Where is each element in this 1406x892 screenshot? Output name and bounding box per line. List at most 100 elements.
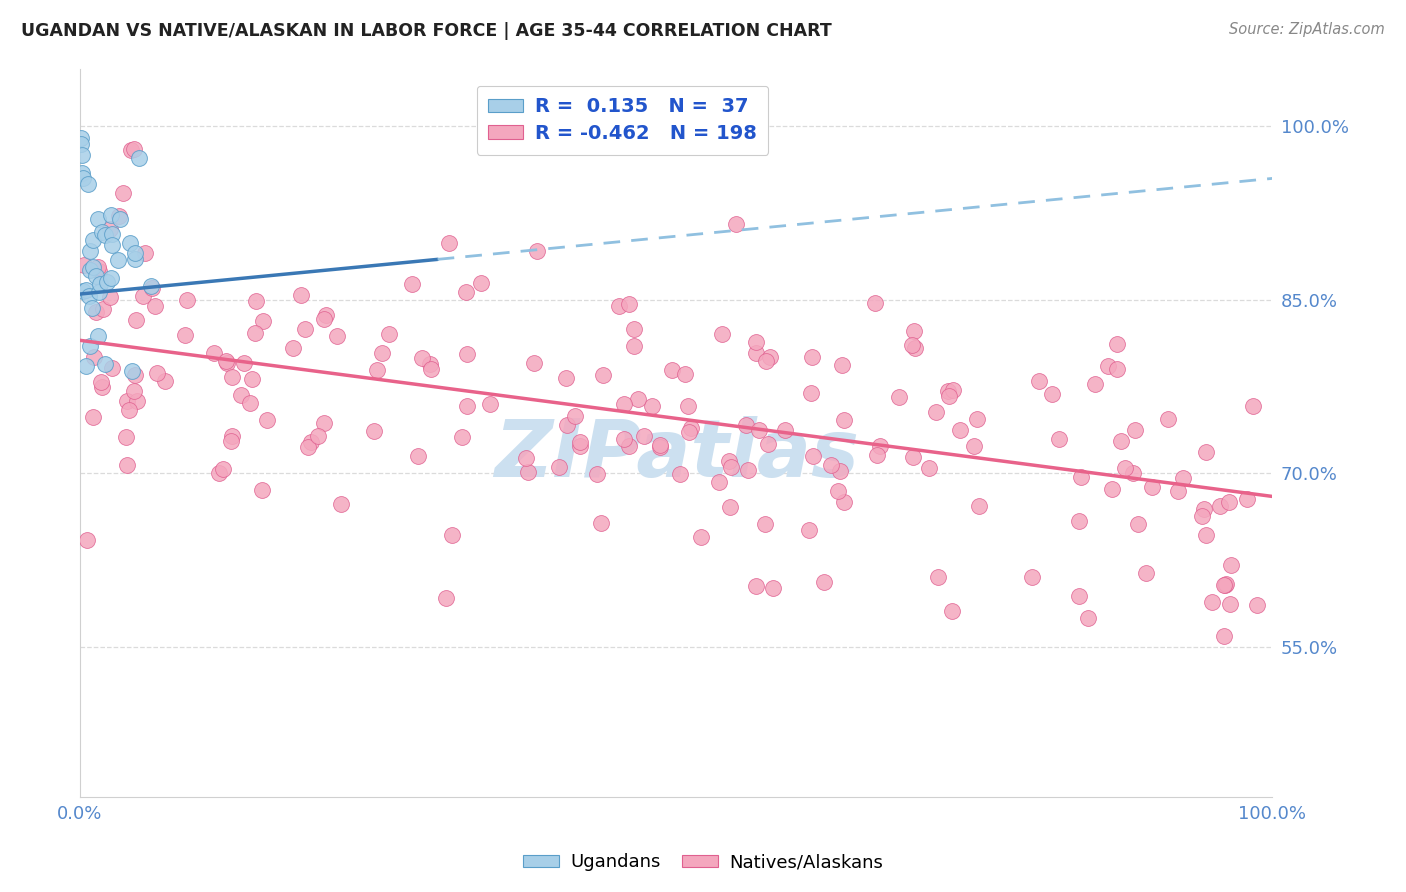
- Point: [82, 410, 104, 425]
- Point: [1195, 445, 1218, 459]
- Point: [450, 430, 472, 444]
- Point: [866, 448, 889, 462]
- Point: [100, 208, 122, 222]
- Point: [678, 399, 700, 413]
- Point: [146, 367, 169, 381]
- Point: [124, 252, 146, 266]
- Point: [1126, 516, 1149, 531]
- Point: [755, 354, 778, 368]
- Point: [1047, 432, 1070, 446]
- Point: [927, 569, 949, 583]
- Point: [523, 356, 546, 370]
- Point: [744, 335, 766, 350]
- Point: [221, 370, 243, 384]
- Point: [128, 151, 150, 165]
- Point: [949, 423, 972, 437]
- Point: [82, 233, 104, 247]
- Point: [87, 212, 110, 227]
- Point: [942, 383, 965, 397]
- Point: [710, 326, 733, 341]
- Point: [720, 459, 742, 474]
- Point: [312, 416, 335, 430]
- Point: [1195, 528, 1218, 542]
- Point: [90, 375, 112, 389]
- Point: [516, 465, 538, 479]
- Point: [569, 435, 592, 450]
- Point: [1201, 595, 1223, 609]
- Point: [211, 462, 233, 476]
- Point: [813, 574, 835, 589]
- Point: [76, 177, 98, 191]
- Point: [419, 357, 441, 371]
- Point: [1021, 570, 1043, 584]
- Point: [1236, 491, 1258, 506]
- Point: [108, 209, 131, 223]
- Point: [669, 467, 692, 481]
- Point: [108, 212, 131, 227]
- Point: [77, 289, 100, 303]
- Point: [526, 244, 548, 259]
- Point: [690, 530, 713, 544]
- Point: [202, 346, 225, 360]
- Point: [132, 289, 155, 303]
- Point: [754, 516, 776, 531]
- Point: [1191, 509, 1213, 524]
- Point: [72, 258, 94, 272]
- Point: [76, 533, 98, 547]
- Point: [1157, 412, 1180, 426]
- Point: [456, 346, 478, 360]
- Point: [1122, 466, 1144, 480]
- Point: [555, 371, 578, 385]
- Point: [245, 326, 267, 340]
- Point: [297, 440, 319, 454]
- Point: [86, 328, 108, 343]
- Point: [437, 235, 460, 250]
- Point: [515, 450, 537, 465]
- Point: [1209, 500, 1232, 514]
- Point: [661, 362, 683, 376]
- Point: [79, 338, 101, 352]
- Text: ZIPatlas: ZIPatlas: [494, 416, 859, 493]
- Point: [84, 305, 107, 319]
- Point: [125, 394, 148, 409]
- Point: [252, 314, 274, 328]
- Point: [1114, 460, 1136, 475]
- Point: [125, 312, 148, 326]
- Point: [176, 293, 198, 307]
- Point: [1084, 376, 1107, 391]
- Point: [801, 449, 824, 463]
- Point: [101, 360, 124, 375]
- Point: [633, 429, 655, 443]
- Point: [366, 363, 388, 377]
- Point: [592, 368, 614, 383]
- Point: [827, 483, 849, 498]
- Point: [238, 396, 260, 410]
- Point: [617, 439, 640, 453]
- Point: [143, 299, 166, 313]
- Point: [1067, 589, 1090, 603]
- Point: [1107, 362, 1129, 376]
- Point: [869, 439, 891, 453]
- Point: [936, 384, 959, 399]
- Point: [648, 440, 671, 454]
- Point: [1215, 576, 1237, 591]
- Point: [120, 143, 142, 157]
- Point: [121, 364, 143, 378]
- Point: [924, 405, 946, 419]
- Point: [315, 308, 337, 322]
- Point: [89, 277, 111, 291]
- Point: [441, 527, 464, 541]
- Point: [564, 409, 586, 424]
- Point: [294, 322, 316, 336]
- Point: [832, 413, 855, 427]
- Point: [83, 350, 105, 364]
- Point: [1192, 502, 1215, 516]
- Point: [75, 284, 97, 298]
- Point: [173, 327, 195, 342]
- Point: [419, 362, 441, 376]
- Point: [118, 402, 141, 417]
- Point: [281, 341, 304, 355]
- Point: [221, 429, 243, 443]
- Point: [1241, 399, 1264, 413]
- Point: [70, 166, 93, 180]
